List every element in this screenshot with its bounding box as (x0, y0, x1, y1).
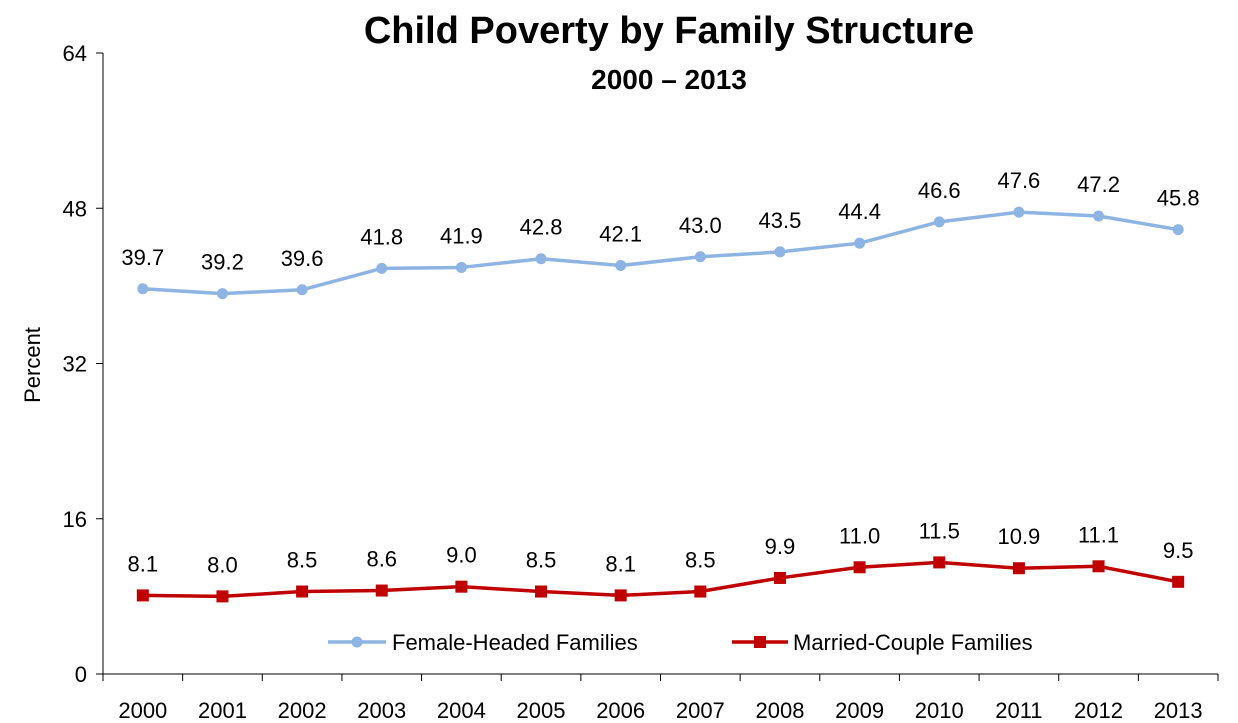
data-point (1092, 560, 1105, 573)
data-point (933, 556, 946, 569)
data-label: 8.0 (207, 552, 238, 577)
x-tick-label: 2005 (517, 698, 566, 723)
y-axis-title: Percent (20, 327, 45, 403)
x-tick-label: 2004 (437, 698, 486, 723)
data-label: 41.9 (440, 223, 483, 248)
data-point (136, 589, 149, 602)
data-label: 9.0 (446, 543, 477, 568)
data-label: 8.5 (287, 548, 318, 573)
data-point (615, 259, 627, 271)
data-point (1172, 575, 1185, 588)
x-tick-label: 2011 (995, 698, 1042, 723)
data-label: 42.8 (520, 215, 563, 240)
data-point (216, 288, 228, 300)
data-point (774, 246, 786, 258)
data-point (455, 580, 468, 593)
data-label: 47.6 (997, 168, 1040, 193)
data-point (694, 251, 706, 263)
y-tick-label: 16 (63, 507, 87, 532)
data-point (614, 589, 627, 602)
x-tick-label: 2002 (278, 698, 327, 723)
data-point (694, 585, 707, 598)
data-label: 42.1 (599, 221, 642, 246)
data-point (535, 253, 547, 265)
data-point (296, 284, 308, 296)
data-label: 45.8 (1157, 186, 1200, 211)
legend-label: Female-Headed Families (392, 630, 638, 655)
data-point (1013, 206, 1025, 218)
data-label: 9.5 (1163, 538, 1194, 563)
data-point (1172, 224, 1184, 236)
data-point (455, 261, 467, 273)
data-point (216, 590, 229, 603)
x-tick-label: 2009 (835, 698, 884, 723)
data-label: 11.5 (919, 518, 960, 543)
series-line-2 (142, 560, 1179, 599)
data-label: 8.5 (685, 548, 716, 573)
data-point (137, 283, 149, 295)
data-point (376, 262, 388, 274)
data-label: 8.5 (526, 548, 557, 573)
data-point (773, 571, 786, 584)
chart-title: Child Poverty by Family Structure (363, 10, 975, 52)
data-label: 8.6 (366, 547, 397, 572)
data-point (854, 237, 866, 249)
y-tick-label: 0 (75, 662, 87, 687)
data-label: 41.8 (360, 224, 403, 249)
data-point (375, 584, 388, 597)
data-label: 44.4 (838, 199, 881, 224)
data-label: 11.0 (839, 523, 880, 548)
y-tick-label: 48 (63, 196, 87, 221)
x-tick-label: 2008 (755, 698, 804, 723)
legend-label: Married-Couple Families (793, 630, 1033, 655)
data-point (296, 585, 309, 598)
series-line-1 (142, 210, 1179, 296)
data-label: 8.1 (605, 551, 636, 576)
x-tick-label: 2007 (676, 698, 725, 723)
data-label: 43.5 (759, 208, 802, 233)
data-label: 10.9 (997, 524, 1040, 549)
legend-marker (754, 636, 766, 648)
data-point (1012, 562, 1025, 575)
data-label: 9.9 (765, 534, 796, 559)
x-tick-label: 2001 (198, 698, 247, 723)
x-tick-label: 2000 (118, 698, 167, 723)
data-point (1093, 210, 1105, 222)
chart-subtitle: 2000 – 2013 (591, 64, 747, 95)
x-tick-label: 2010 (915, 698, 964, 723)
data-point (853, 561, 866, 574)
data-label: 11.1 (1078, 522, 1119, 547)
x-tick-label: 2003 (357, 698, 406, 723)
x-tick-label: 2013 (1154, 698, 1203, 723)
data-label: 47.2 (1077, 172, 1120, 197)
y-tick-label: 32 (63, 352, 87, 377)
data-label: 39.6 (281, 246, 324, 271)
data-label: 39.2 (201, 250, 244, 275)
legend-marker (351, 636, 363, 648)
data-label: 8.1 (128, 551, 159, 576)
x-tick-label: 2012 (1074, 698, 1123, 723)
x-tick-label: 2006 (596, 698, 645, 723)
data-label: 39.7 (121, 245, 164, 270)
y-tick-label: 64 (63, 41, 87, 66)
data-label: 46.6 (918, 178, 961, 203)
data-point (535, 585, 548, 598)
data-label: 43.0 (679, 213, 722, 238)
data-point (933, 216, 945, 228)
